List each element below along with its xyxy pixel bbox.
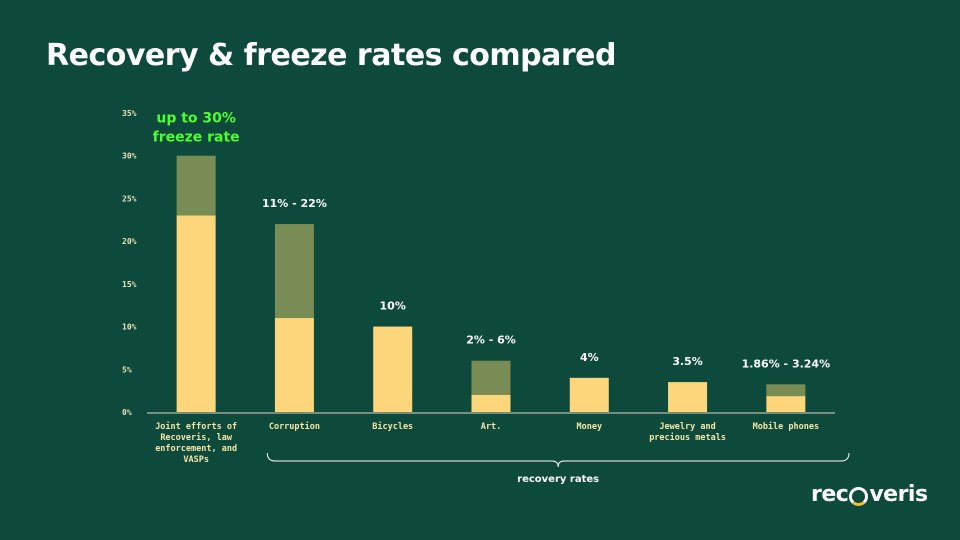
value-label: 10% xyxy=(380,300,406,313)
category-label-line: Money xyxy=(576,422,602,432)
logo-text-end: veris xyxy=(869,482,928,507)
value-label-line: 2% - 6% xyxy=(466,334,516,347)
category-label-line: VASPs xyxy=(183,455,209,465)
category-label-line: Jewelry and xyxy=(659,422,715,432)
bar-upper-range xyxy=(274,224,314,319)
y-tick-label: 25% xyxy=(122,194,137,203)
value-label: 1.86% - 3.24% xyxy=(742,357,831,370)
value-label: 3.5% xyxy=(672,355,703,368)
bar-upper-range xyxy=(766,384,806,397)
category-label: Bicycles xyxy=(372,421,413,432)
recoveris-logo: rec veris xyxy=(811,482,928,507)
category-label: Jewelry and precious metals xyxy=(649,422,726,443)
bar-upper-range xyxy=(176,155,216,216)
logo-text-start: rec xyxy=(811,482,849,507)
logo-o-icon xyxy=(849,486,869,506)
page-title: Recovery & freeze rates compared xyxy=(46,38,616,73)
category-label-line: Corruption xyxy=(269,421,320,432)
category-label-line: precious metals xyxy=(649,432,726,443)
category-label-line: Recoveris, law xyxy=(160,432,233,443)
bar-lower-value xyxy=(668,382,708,412)
category-label-line: enforcement, and xyxy=(155,444,237,454)
category-label: Mobile phones xyxy=(753,421,820,432)
category-label: Joint efforts of Recoveris, law enforcemen… xyxy=(155,421,237,465)
category-label-line: Bicycles xyxy=(372,421,413,432)
value-label: 11% - 22% xyxy=(262,197,327,210)
value-label: 2% - 6% xyxy=(466,334,516,347)
value-label-line: 11% - 22% xyxy=(262,197,327,210)
value-label-line: 4% xyxy=(580,351,599,364)
y-tick-label: 20% xyxy=(122,237,137,246)
value-label-line: up to 30% xyxy=(156,111,236,127)
value-label: 4% xyxy=(580,351,599,364)
bar-upper-range xyxy=(471,360,511,395)
bar-lower-value xyxy=(274,318,314,412)
category-label-line: Art. xyxy=(481,422,501,432)
value-label-line: freeze rate xyxy=(153,130,240,146)
bar-lower-value xyxy=(569,377,609,412)
y-tick-label: 5% xyxy=(122,365,132,374)
value-label-line: 1.86% - 3.24% xyxy=(742,357,831,370)
bar-lower-value xyxy=(176,215,216,412)
y-tick-label: 35% xyxy=(122,109,137,118)
category-label-line: Joint efforts of xyxy=(155,421,237,432)
bar-lower-value xyxy=(471,394,511,412)
bar-lower-value xyxy=(766,396,806,412)
category-label: Art. xyxy=(481,422,501,432)
value-label-line: 10% xyxy=(380,300,406,313)
y-tick-label: 30% xyxy=(122,152,137,161)
value-label: up to 30% freeze rate xyxy=(153,111,240,146)
category-label: Money xyxy=(576,422,602,432)
value-label-line: 3.5% xyxy=(672,355,703,368)
category-label-line: Mobile phones xyxy=(753,421,820,432)
recovery-rates-bracket xyxy=(266,452,850,468)
category-label: Corruption xyxy=(269,421,320,432)
bracket-label: recovery rates xyxy=(517,474,599,485)
y-tick-label: 15% xyxy=(122,280,137,289)
y-tick-label: 10% xyxy=(122,323,137,332)
bar-lower-value xyxy=(373,326,413,412)
y-tick-label: 0% xyxy=(122,408,132,417)
